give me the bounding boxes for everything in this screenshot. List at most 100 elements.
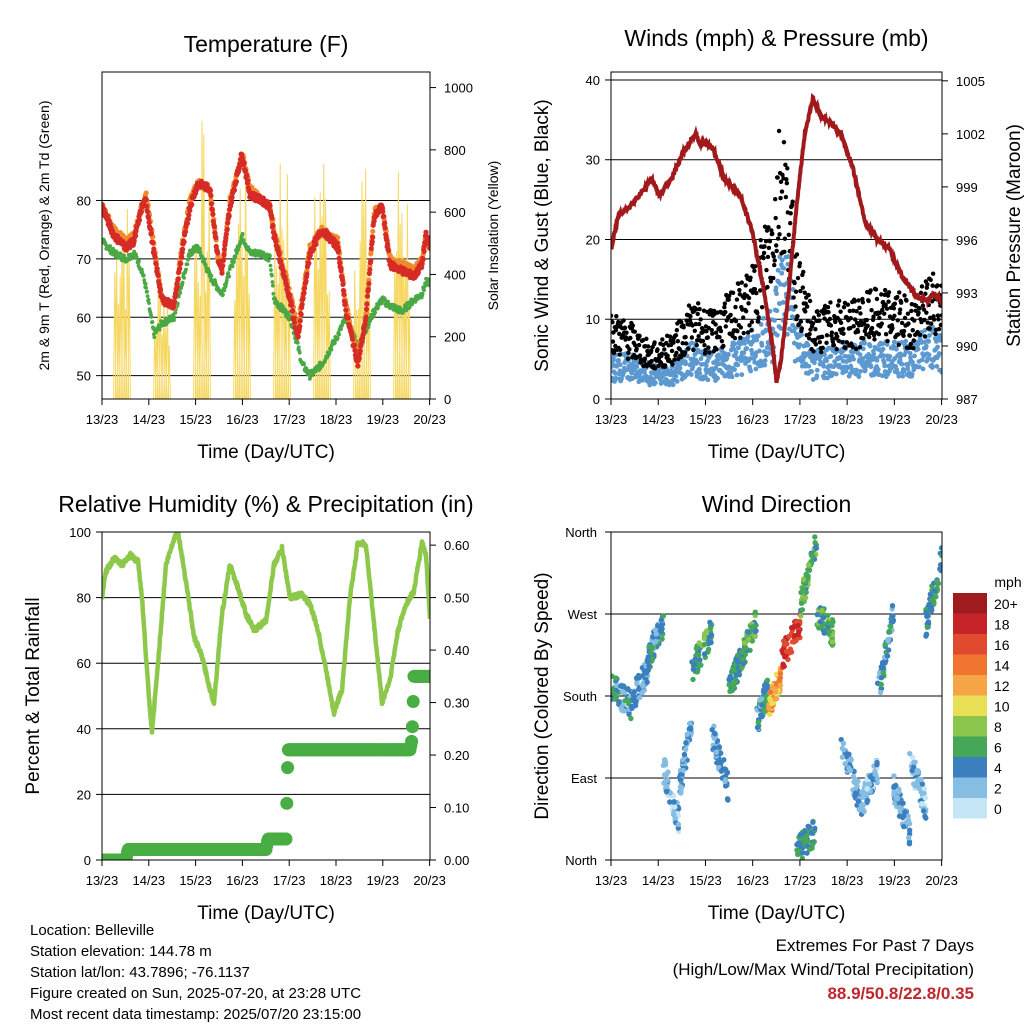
data-point (724, 324, 728, 328)
data-point (750, 320, 754, 324)
data-point (926, 339, 931, 344)
data-point (781, 638, 786, 643)
data-point (364, 302, 369, 307)
data-point (653, 639, 658, 644)
data-point (674, 374, 679, 379)
data-point (699, 356, 704, 361)
data-point (852, 299, 856, 303)
data-point (723, 301, 727, 305)
data-point (694, 646, 699, 651)
data-point (767, 246, 771, 250)
data-point (336, 248, 341, 253)
data-point (794, 289, 798, 293)
data-point (671, 340, 675, 344)
data-point (801, 577, 806, 582)
data-point (812, 534, 817, 539)
data-point (773, 689, 778, 694)
data-point (649, 650, 654, 655)
data-point (366, 281, 371, 286)
data-point (756, 334, 761, 339)
y-tick-label: North (565, 525, 597, 540)
data-point (774, 291, 779, 296)
x-tick-label: 19/23 (367, 412, 400, 427)
data-point (148, 226, 153, 231)
data-point (895, 295, 899, 299)
data-point (814, 373, 819, 378)
data-point (813, 544, 818, 549)
data-point (890, 326, 894, 330)
data-point (746, 301, 750, 305)
data-point (653, 380, 658, 385)
data-point (221, 293, 225, 297)
data-point (691, 667, 696, 672)
data-point (702, 631, 707, 636)
data-point (366, 287, 371, 292)
data-point (681, 325, 685, 329)
data-point (830, 330, 834, 334)
data-point (352, 342, 357, 347)
data-point (683, 747, 688, 752)
data-point (803, 595, 808, 600)
y-axis-label: Percent & Total Rainfall (23, 597, 44, 794)
data-point (742, 341, 747, 346)
data-point (290, 308, 295, 313)
data-point (346, 315, 351, 320)
data-point (150, 240, 155, 245)
data-point (828, 317, 832, 321)
data-point (869, 308, 873, 312)
data-point (902, 293, 906, 297)
x-tick-label: 17/23 (273, 873, 306, 888)
data-point (704, 363, 709, 368)
data-point (821, 615, 826, 620)
y2-tick-label: 0 (444, 392, 451, 407)
data-point (828, 300, 832, 304)
data-point (880, 321, 884, 325)
data-point (227, 213, 232, 218)
data-point (762, 363, 767, 368)
data-point (690, 677, 695, 682)
data-point (683, 361, 688, 366)
data-point (782, 250, 786, 254)
data-point (774, 696, 779, 701)
data-point (840, 340, 844, 344)
data-point (753, 264, 757, 268)
y2-axis-label: Station Pressure (Maroon) (1004, 124, 1024, 347)
data-point (182, 276, 186, 280)
data-point (734, 319, 738, 323)
data-point (714, 750, 719, 755)
data-point (670, 349, 674, 353)
data-point (861, 300, 865, 304)
y2-tick-label: 0.30 (444, 696, 469, 711)
data-point (144, 286, 148, 290)
data-point (743, 283, 747, 287)
data-point (725, 770, 730, 775)
data-point (875, 297, 879, 301)
data-point (215, 250, 220, 255)
data-point (674, 333, 678, 337)
y-axis-label: 2m & 9m T (Red, Orange) & 2m Td (Green) (36, 101, 52, 371)
data-point (824, 358, 829, 363)
data-point (837, 299, 841, 303)
data-point (866, 324, 870, 328)
data-point (843, 346, 847, 350)
data-point (811, 349, 815, 353)
data-point (370, 235, 375, 240)
data-point (757, 348, 762, 353)
data-point (854, 347, 858, 351)
data-point (621, 318, 625, 322)
data-point (719, 768, 724, 773)
data-point (292, 320, 297, 325)
data-point (906, 321, 910, 325)
data-point (184, 268, 188, 272)
data-point (851, 357, 856, 362)
data-point (177, 266, 182, 271)
data-point (363, 314, 368, 319)
data-point (896, 332, 900, 336)
data-point (659, 617, 664, 622)
x-tick-label: 16/23 (736, 412, 769, 427)
data-point (385, 242, 390, 247)
data-point (144, 197, 149, 202)
y-tick-label: East (571, 771, 597, 786)
data-point (759, 702, 764, 707)
data-point (688, 314, 692, 318)
